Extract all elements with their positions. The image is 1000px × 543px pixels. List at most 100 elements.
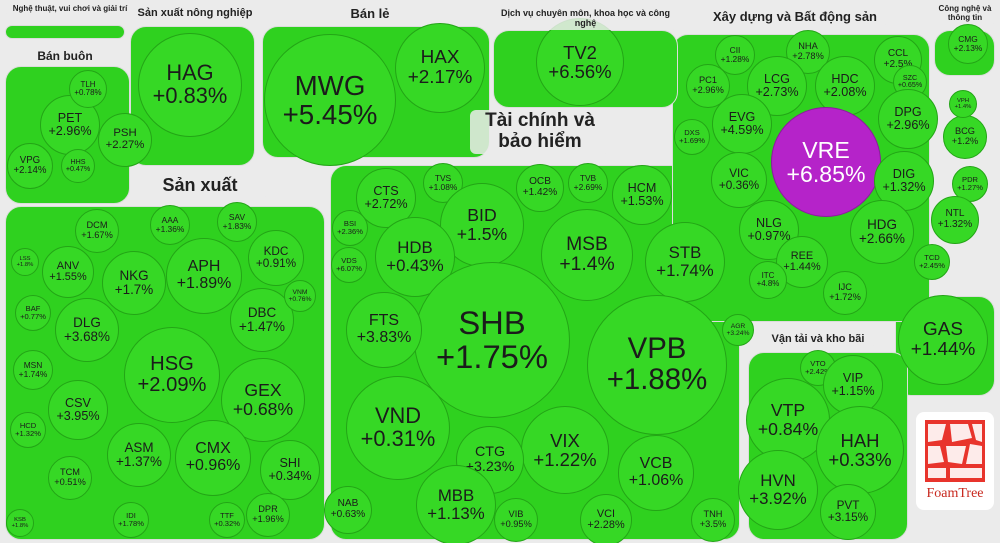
stock-cell: DXS +1.69% (674, 119, 710, 155)
change: +2.96% (48, 124, 92, 138)
stock-cell: KSB +1.8% (6, 509, 34, 537)
change: +2.69% (573, 182, 603, 192)
change: +1.4% (559, 254, 615, 275)
stock-cell: ASM +1.37% (107, 423, 171, 487)
ticker: VIC (729, 166, 749, 180)
ticker: VIX (550, 429, 580, 451)
ticker: NAB (337, 498, 359, 510)
change: +1.44% (910, 339, 976, 360)
stock-cell: NAB +0.63% (324, 486, 372, 534)
ticker: IJC (838, 282, 852, 293)
change: +2.96% (692, 85, 724, 95)
ticker: NTL (945, 208, 965, 220)
ticker: TLH (80, 79, 96, 89)
stock-cell: CMX +0.96% (175, 420, 251, 496)
change: +3.95% (56, 409, 100, 423)
stock-cell: HSG +2.09% (124, 327, 220, 423)
group-area (5, 25, 125, 39)
stock-cell: OCB +1.42% (516, 164, 564, 212)
ticker: HSG (150, 352, 194, 375)
ticker: DCM (86, 220, 108, 231)
stock-cell: DLG +3.68% (55, 298, 119, 362)
stock-cell: MSN +1.74% (13, 350, 53, 390)
change: +2.78% (792, 51, 824, 61)
stock-cell: ITC +4.8% (749, 261, 787, 299)
ticker: VNM (292, 288, 308, 296)
group-label: Bán buôn (20, 49, 110, 65)
stock-cell: HDC +2.08% (815, 56, 875, 116)
change: +0.33% (828, 449, 892, 470)
change: +1.96% (252, 514, 284, 524)
ticker: SZC (902, 73, 918, 82)
ticker: BSI (343, 219, 357, 229)
change: +1.74% (656, 261, 714, 280)
change: +1.47% (239, 319, 285, 334)
stock-cell: NTL +1.32% (931, 196, 979, 244)
stock-cell: VRE +6.85% (771, 107, 881, 217)
ticker: VCB (639, 455, 673, 473)
change: +2.09% (137, 374, 207, 396)
ticker: CTG (474, 444, 506, 461)
ticker: GEX (244, 380, 282, 401)
ticker: HDG (867, 216, 897, 232)
ticker: CII (729, 45, 741, 56)
change: +1.72% (829, 292, 861, 302)
ticker: MWG (294, 69, 366, 101)
ticker: LCG (764, 71, 790, 86)
stock-cell: GEX +0.68% (221, 358, 305, 442)
ticker: APH (187, 258, 221, 276)
ticker: NKG (119, 267, 149, 283)
ticker: MSN (23, 360, 43, 371)
stock-cell: TV2 +6.56% (536, 18, 624, 106)
change: +0.97% (747, 229, 791, 243)
stock-cell: NLG +0.97% (739, 200, 799, 260)
ticker: VPH (956, 97, 970, 104)
change: +1.44% (783, 261, 821, 273)
change: +1.53% (620, 194, 664, 208)
change: +1.4% (954, 104, 972, 110)
ticker: BCG (954, 126, 975, 137)
ticker: HAX (420, 47, 460, 69)
stock-cell: NKG +1.7% (102, 251, 166, 315)
ticker: EVG (728, 109, 756, 124)
change: +0.32% (214, 519, 240, 528)
ticker: AAA (161, 215, 179, 226)
group-label: Công nghệ và thông tin (932, 4, 998, 24)
ticker: TTF (220, 511, 234, 521)
ticker: HCD (19, 421, 37, 431)
stock-cell: SHI +0.34% (260, 440, 320, 500)
stock-cell: SAV +1.83% (217, 202, 257, 242)
ticker: TVS (434, 173, 452, 184)
ticker: KDC (263, 244, 289, 258)
change: +2.96% (886, 118, 930, 132)
ticker: VTP (770, 400, 806, 421)
stock-cell: DBC +1.47% (230, 288, 294, 352)
stock-cell: HAG +0.83% (138, 33, 242, 137)
ticker: SHB (458, 303, 526, 341)
change: +1.32% (882, 180, 926, 194)
ticker: AGR (730, 322, 746, 330)
ticker: HCM (627, 180, 657, 195)
change: +0.34% (268, 469, 312, 483)
stock-cell: VIP +1.15% (823, 355, 883, 415)
ticker: HVN (760, 471, 796, 491)
change: +0.96% (185, 457, 241, 474)
ticker: VDS (341, 256, 357, 266)
stock-cell: VPG +2.14% (7, 143, 53, 189)
ticker: BAF (25, 304, 41, 314)
stock-cell: VIX +1.22% (521, 406, 609, 494)
ticker: TNH (703, 509, 723, 520)
change: +6.07% (336, 264, 362, 273)
change: +0.76% (288, 296, 312, 303)
change: +1.36% (155, 224, 185, 234)
stock-cell: CMG +2.13% (948, 24, 988, 64)
stock-cell: SHB +1.75% (414, 262, 570, 418)
stock-cell: IDI +1.78% (113, 502, 149, 538)
stock-cell: BSI +2.36% (332, 210, 368, 246)
ticker: VPB (627, 332, 687, 366)
change: +1.5% (456, 224, 508, 244)
change: +3.15% (827, 511, 869, 524)
ticker: LSS (19, 255, 31, 262)
group-label: Nghệ thuật, vui chơi và giải trí (5, 4, 135, 15)
ticker: PET (57, 110, 83, 125)
